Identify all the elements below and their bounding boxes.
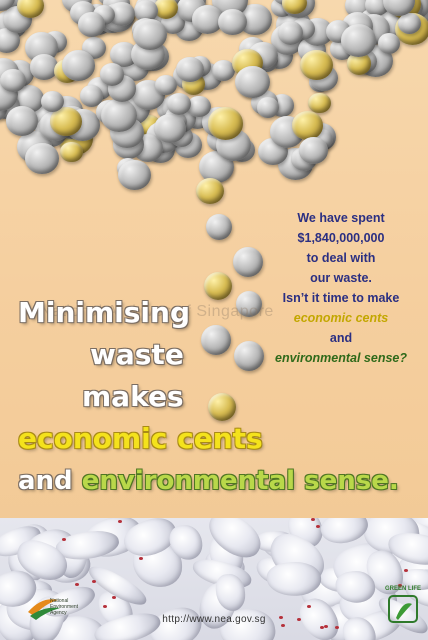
coin [0, 0, 26, 11]
crumpled-paper [0, 518, 428, 640]
print-speck [398, 583, 403, 587]
waste-line: our waste. [310, 271, 372, 285]
coin [187, 96, 211, 118]
coin [78, 12, 105, 37]
coin [155, 75, 178, 96]
coin [61, 50, 96, 82]
print-speck [139, 557, 144, 561]
coin [16, 0, 45, 19]
coin [282, 0, 307, 14]
coin [101, 99, 137, 132]
coin [0, 0, 16, 11]
coin [134, 0, 159, 22]
coin [308, 93, 331, 114]
headline-last-line: and environmental sense. [18, 460, 399, 502]
spending-message: We have spent $1,840,000,000 to deal wit… [256, 208, 426, 368]
coin [196, 178, 225, 205]
coin [30, 54, 58, 80]
falling-coin [233, 247, 263, 277]
coin [99, 63, 125, 86]
and-line: and [329, 331, 353, 345]
coin [60, 141, 83, 162]
coin [175, 56, 204, 83]
coin [256, 97, 279, 118]
falling-coin [236, 291, 262, 317]
coin [118, 160, 152, 191]
question-line: Isn’t it time to make [282, 291, 400, 305]
print-speck [404, 569, 409, 573]
print-speck [315, 524, 320, 528]
nea-logo-icon [28, 599, 60, 620]
print-speck [278, 616, 283, 620]
coin [340, 24, 376, 57]
headline-and: and [18, 466, 73, 496]
coin [6, 105, 39, 136]
coin [291, 110, 324, 140]
print-speck [334, 625, 339, 629]
falling-coin [206, 214, 232, 240]
print-speck [324, 625, 329, 629]
coin [192, 5, 224, 34]
print-speck [111, 596, 116, 600]
falling-coin [201, 325, 231, 355]
spent-line: We have spent [297, 211, 385, 225]
coin [207, 107, 243, 140]
green-life-logo-icon [388, 595, 418, 623]
print-speck [296, 617, 301, 621]
green-life-label: GREEN LIFE [384, 586, 421, 592]
coin-heap [0, 0, 428, 205]
headline-economic-cents: economic cents [18, 422, 263, 455]
falling-coin [234, 341, 264, 371]
coin [154, 0, 179, 20]
amount-line: $1,840,000,000 [297, 231, 385, 245]
deal-line: to deal with [306, 251, 376, 265]
watermark: National Archives of Singapore [40, 303, 274, 320]
coin [0, 69, 26, 93]
coin [167, 92, 192, 115]
coin [218, 8, 248, 36]
headline-makes: makes [82, 380, 184, 413]
print-speck [103, 605, 108, 609]
falling-coin [208, 393, 236, 421]
print-speck [281, 623, 286, 627]
coin [382, 0, 415, 16]
print-speck [92, 580, 97, 583]
coin [300, 49, 333, 80]
coin [25, 143, 59, 174]
nea-name: National Environment Agency [50, 598, 79, 616]
coin [211, 60, 236, 82]
coin [364, 0, 389, 16]
coin [299, 137, 328, 164]
coin [50, 106, 82, 136]
coin [79, 85, 104, 108]
headline-waste: waste [90, 338, 184, 371]
falling-coin [204, 272, 232, 300]
coin [277, 21, 304, 45]
print-speck [310, 518, 315, 522]
headline-environmental-sense: environmental sense. [81, 466, 399, 496]
environmental-sense-line: environmental sense? [275, 351, 407, 365]
coin [346, 52, 371, 75]
coin [234, 65, 270, 98]
print-speck [74, 583, 79, 587]
headline-minimising: Minimising [18, 296, 191, 329]
print-speck [320, 625, 325, 629]
coin [133, 19, 168, 51]
coin [40, 90, 65, 113]
coin [154, 114, 187, 144]
coin [0, 27, 20, 53]
coin [398, 12, 422, 35]
website-url: http://www.nea.gov.sg [162, 614, 266, 625]
economic-cents-line: economic cents [293, 311, 389, 325]
print-speck [307, 605, 312, 609]
coin [378, 33, 401, 54]
print-speck [117, 520, 122, 524]
print-speck [61, 538, 66, 542]
